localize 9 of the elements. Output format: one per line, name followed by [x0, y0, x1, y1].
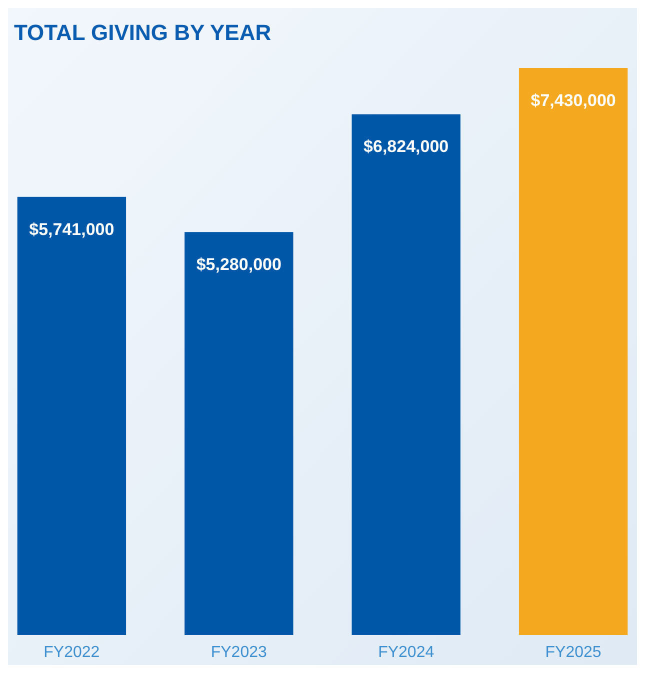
chart-title: TOTAL GIVING BY YEAR [14, 20, 272, 45]
data-label: $6,824,000 [364, 137, 449, 156]
x-tick-label: FY2023 [210, 644, 268, 661]
x-tick-label: FY2024 [378, 644, 434, 661]
data-label: $5,280,000 [196, 255, 282, 274]
x-tick-label: FY2022 [44, 644, 100, 661]
data-label: $7,430,000 [530, 91, 616, 110]
x-tick-label: FY2025 [545, 644, 602, 661]
data-label: $5,741,000 [29, 220, 114, 239]
